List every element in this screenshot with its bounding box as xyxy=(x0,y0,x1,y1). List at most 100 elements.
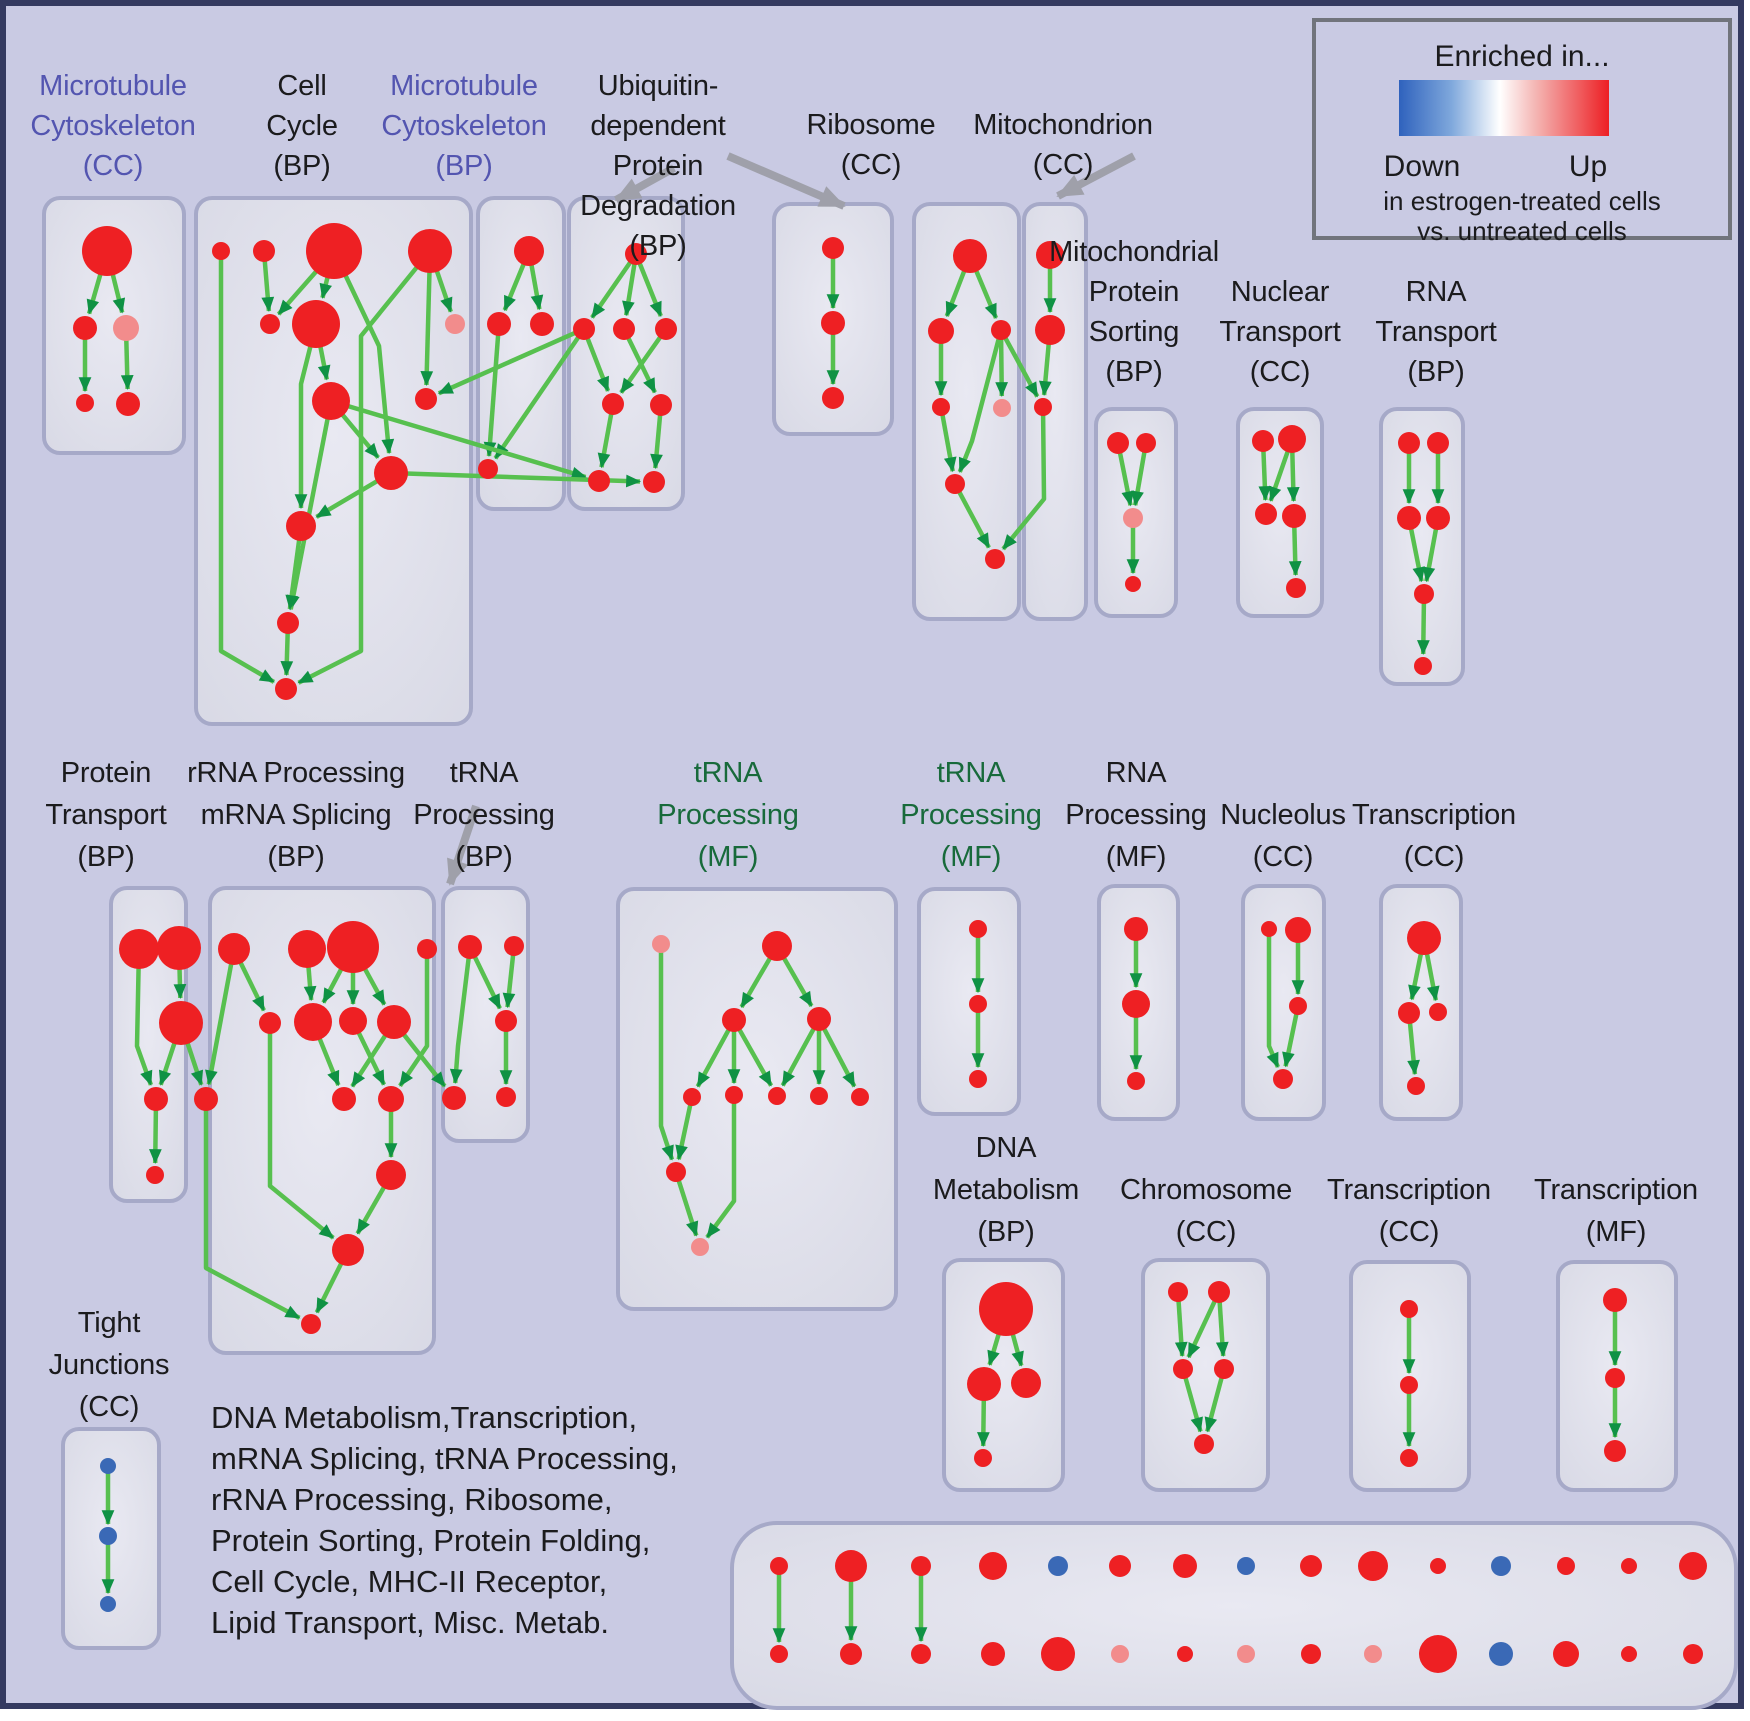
go-term-node xyxy=(602,393,624,415)
go-term-node xyxy=(851,1088,869,1106)
go-term-node xyxy=(1300,1555,1322,1577)
cluster-label-line-g6: Ribosome xyxy=(806,109,936,141)
go-term-node xyxy=(288,930,326,968)
edge-arrow xyxy=(1424,952,1440,1002)
go-term-node xyxy=(928,318,954,344)
go-term-node xyxy=(1122,990,1150,1018)
go-term-node xyxy=(953,239,987,273)
go-term-node xyxy=(445,314,465,334)
go-term-node xyxy=(1604,1440,1626,1462)
cluster-label-line-g18: (CC) xyxy=(1403,841,1465,873)
cluster-box-g21 xyxy=(1349,1260,1471,1492)
edge-arrow xyxy=(590,260,633,319)
go-term-node xyxy=(116,392,140,416)
go-term-node xyxy=(332,1234,364,1266)
go-term-node xyxy=(821,311,845,335)
go-term-node xyxy=(1621,1646,1637,1662)
go-term-node xyxy=(835,1550,867,1582)
edge-arrow xyxy=(1038,342,1052,397)
edge-arrow xyxy=(1417,601,1430,656)
edge-arrow xyxy=(944,269,967,318)
cluster-label-line-g23: (CC) xyxy=(78,1391,140,1423)
cluster-label-line-g12: mRNA Splicing xyxy=(200,799,392,831)
cluster-label-line-g14: Processing xyxy=(657,799,799,831)
go-term-node xyxy=(822,387,844,409)
edge-arrow xyxy=(1215,1300,1229,1358)
cluster-label-line-g8: (BP) xyxy=(1105,356,1163,388)
cluster-label-line-g16: Processing xyxy=(1065,799,1207,831)
edge-arrow xyxy=(276,269,319,316)
cluster-box-g19 xyxy=(942,1258,1065,1492)
go-term-node xyxy=(1107,432,1129,454)
go-term-node xyxy=(277,612,299,634)
go-term-node xyxy=(1278,425,1306,453)
edge-arrow xyxy=(956,490,991,549)
cluster-label-line-g20: Chromosome xyxy=(1119,1174,1293,1206)
go-term-node xyxy=(1286,578,1306,598)
footnote-line: DNA Metabolism,Transcription, xyxy=(211,1400,638,1435)
go-term-node xyxy=(113,315,139,341)
go-term-node xyxy=(312,382,350,420)
go-term-node xyxy=(1136,433,1156,453)
footnote-line: rRNA Processing, Ribosome, xyxy=(211,1482,613,1517)
go-term-node xyxy=(979,1552,1007,1580)
go-term-node xyxy=(683,1088,701,1106)
go-term-node xyxy=(332,1087,356,1111)
edge-arrow xyxy=(303,965,317,1002)
go-term-node xyxy=(1414,584,1434,604)
go-term-node xyxy=(655,318,677,340)
annotation-arrow xyxy=(446,804,480,886)
go-term-node xyxy=(1194,1434,1214,1454)
edge-arrow xyxy=(502,953,516,1009)
cluster-label-line-g13: (BP) xyxy=(455,841,513,873)
edge-arrow xyxy=(705,1102,737,1239)
edge-arrow xyxy=(780,1026,817,1087)
edge-arrow xyxy=(1268,449,1291,502)
edge-arrow xyxy=(420,270,434,387)
go-term-node xyxy=(408,229,452,273)
edge-arrow xyxy=(1117,451,1135,507)
edge-arrow xyxy=(120,338,134,391)
cluster-label-line-g7: Mitochondrion xyxy=(973,109,1153,141)
cluster-label-line-g13: tRNA xyxy=(449,757,519,789)
edge-arrow xyxy=(472,955,502,1010)
go-term-node xyxy=(981,1642,1005,1666)
edge-arrow xyxy=(529,263,544,311)
go-term-node xyxy=(1358,1551,1388,1581)
go-term-node xyxy=(458,935,482,959)
go-term-node xyxy=(496,1087,516,1107)
cluster-label-line-g21: Transcription xyxy=(1327,1174,1491,1206)
cluster-label-line-g1: (CC) xyxy=(82,150,144,182)
edge-arrow xyxy=(658,951,675,1161)
edge-arrow xyxy=(637,261,663,317)
legend-gradient-bar xyxy=(1399,80,1609,136)
edge-arrow xyxy=(449,956,472,1085)
go-term-node xyxy=(911,1644,931,1664)
cluster-box-g20 xyxy=(1141,1258,1270,1492)
edge-arrow xyxy=(973,268,999,319)
cluster-label-line-g12: rRNA Processing xyxy=(187,757,405,789)
go-term-node xyxy=(159,1001,203,1045)
go-term-node xyxy=(969,920,987,938)
edge-arrow xyxy=(267,1032,335,1240)
edge-arrow xyxy=(218,258,276,684)
footnote-line: Protein Sorting, Protein Folding, xyxy=(211,1523,651,1558)
edge-arrow xyxy=(1001,413,1047,551)
go-term-node xyxy=(1489,1642,1513,1666)
go-term-node xyxy=(1430,1558,1446,1574)
cluster-label-line-g15: tRNA xyxy=(936,757,1006,789)
cluster-label-line-g4: Ubiquitin- xyxy=(597,70,719,102)
go-term-node xyxy=(253,240,275,262)
go-term-node xyxy=(967,1367,1001,1401)
cluster-label-line-g10: (BP) xyxy=(1407,356,1465,388)
cluster-box-g18 xyxy=(1379,884,1463,1121)
cluster-label-line-g14: tRNA xyxy=(693,757,763,789)
edge-arrow xyxy=(502,262,527,312)
edge-arrow xyxy=(821,1026,857,1088)
go-term-node xyxy=(807,1007,831,1031)
cluster-label-line-g1: Cytoskeleton xyxy=(30,110,196,142)
go-term-node xyxy=(613,318,635,340)
cluster-label-line-g19: (BP) xyxy=(977,1216,1035,1248)
cluster-label-line-g7: (CC) xyxy=(1032,149,1094,181)
edge-arrow xyxy=(736,1027,774,1087)
